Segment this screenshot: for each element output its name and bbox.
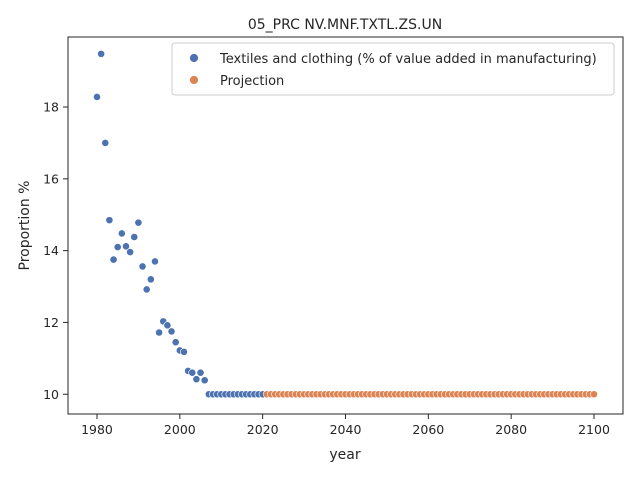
y-tick-label: 10 bbox=[43, 387, 59, 402]
data-point-textiles bbox=[122, 242, 130, 251]
data-point-textiles bbox=[180, 347, 188, 356]
data-point-textiles bbox=[134, 218, 143, 227]
data-point-textiles bbox=[138, 262, 147, 271]
data-point-projection bbox=[590, 390, 598, 399]
data-point-textiles bbox=[93, 93, 101, 101]
legend-marker-projection bbox=[189, 75, 199, 85]
x-tick-label: 2020 bbox=[247, 422, 279, 437]
x-axis-label: year bbox=[329, 447, 360, 463]
x-tick-label: 2100 bbox=[578, 422, 610, 437]
data-point-textiles bbox=[151, 257, 159, 266]
data-point-textiles bbox=[101, 139, 110, 147]
legend: Textiles and clothing (% of value added … bbox=[171, 42, 615, 96]
data-point-textiles bbox=[196, 368, 205, 377]
data-point-textiles bbox=[97, 49, 106, 58]
data-point-textiles bbox=[130, 233, 139, 241]
y-tick-label: 16 bbox=[43, 171, 59, 186]
data-point-textiles bbox=[105, 216, 114, 225]
chart-title: 05_PRC NV.MNF.TXTL.ZS.UN bbox=[248, 17, 442, 33]
legend-label-projection: Projection bbox=[220, 74, 284, 89]
data-point-textiles bbox=[109, 255, 118, 264]
legend-marker-textiles bbox=[189, 53, 199, 63]
y-tick-label: 18 bbox=[43, 100, 59, 115]
data-point-textiles bbox=[167, 327, 176, 336]
data-points bbox=[93, 49, 598, 399]
legend-label-textiles: Textiles and clothing (% of value added … bbox=[219, 52, 597, 67]
x-tick-label: 2080 bbox=[495, 422, 527, 437]
data-point-textiles bbox=[113, 243, 122, 251]
x-tick-label: 1980 bbox=[81, 422, 113, 437]
x-tick-label: 2000 bbox=[164, 422, 196, 437]
y-axis-label: Proportion % bbox=[17, 181, 33, 271]
data-point-textiles bbox=[117, 229, 126, 238]
data-point-textiles bbox=[171, 338, 180, 347]
y-tick-label: 14 bbox=[43, 243, 59, 258]
data-point-textiles bbox=[146, 275, 155, 284]
y-tick-label: 12 bbox=[43, 315, 59, 330]
x-tick-label: 2040 bbox=[330, 422, 362, 437]
legend-box bbox=[171, 42, 615, 96]
data-point-textiles bbox=[126, 248, 135, 256]
x-tick-label: 2060 bbox=[412, 422, 444, 437]
data-point-textiles bbox=[142, 285, 151, 294]
data-point-textiles bbox=[188, 368, 197, 377]
data-point-textiles bbox=[192, 375, 201, 384]
data-point-textiles bbox=[163, 321, 172, 330]
data-point-textiles bbox=[155, 328, 164, 337]
plot-frame bbox=[67, 36, 624, 415]
data-point-textiles bbox=[200, 376, 209, 385]
axis-ticks: 1980 2000 2020 2040 2060 2080 2100 10 12 14 16 18 bbox=[43, 100, 610, 437]
